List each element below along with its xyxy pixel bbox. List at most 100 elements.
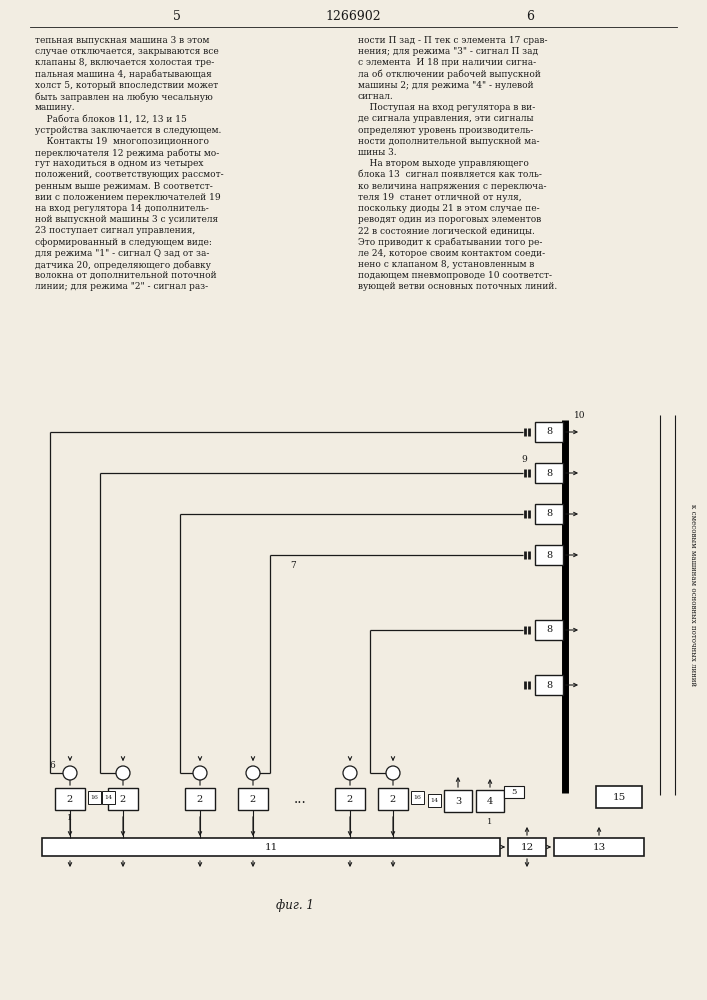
Text: 4: 4 [487,796,493,806]
Text: ко величина напряжения с переключа-: ко величина напряжения с переключа- [358,182,547,191]
Text: 2: 2 [347,794,353,804]
Text: сигнал.: сигнал. [358,92,394,101]
Text: поскольку диоды 21 в этом случае пе-: поскольку диоды 21 в этом случае пе- [358,204,539,213]
Text: ности дополнительной выпускной ма-: ности дополнительной выпускной ма- [358,137,539,146]
Bar [554,838,644,856]
Bar [238,788,268,810]
Bar [88,791,101,804]
Text: блока 13  сигнал появляется как толь-: блока 13 сигнал появляется как толь- [358,170,542,179]
Circle shape [343,766,357,780]
Bar [55,788,85,810]
Text: 6: 6 [526,10,534,23]
Text: 2: 2 [120,794,126,804]
Text: ренным выше режимам. В соответст-: ренным выше режимам. В соответст- [35,182,213,191]
Text: линии; для режима "2" - сигнал раз-: линии; для режима "2" - сигнал раз- [35,282,208,291]
Text: Контакты 19  многопозиционного: Контакты 19 многопозиционного [35,137,209,146]
Text: 5: 5 [173,10,181,23]
Text: положений, соответствующих рассмот-: положений, соответствующих рассмот- [35,170,223,179]
Text: 6: 6 [49,760,55,770]
Text: подающем пневмопроводе 10 соответст-: подающем пневмопроводе 10 соответст- [358,271,552,280]
Text: ...: ... [293,792,306,806]
Text: холст 5, который впоследствии может: холст 5, который впоследствии может [35,81,218,90]
Text: быть заправлен на любую чесальную: быть заправлен на любую чесальную [35,92,213,102]
Text: шины 3.: шины 3. [358,148,397,157]
Bar [378,788,408,810]
Bar [42,838,500,856]
Circle shape [63,766,77,780]
Text: 2: 2 [67,794,73,804]
Text: 8: 8 [546,468,552,478]
Text: нения; для режима "3" - сигнал П зад: нения; для режима "3" - сигнал П зад [358,47,538,56]
Text: Это приводит к срабатывании того ре-: Это приводит к срабатывании того ре- [358,238,542,247]
Circle shape [246,766,260,780]
Bar [428,794,441,807]
Bar [535,620,563,640]
Text: 5: 5 [511,788,517,796]
Text: ла об отключении рабочей выпускной: ла об отключении рабочей выпускной [358,70,541,79]
Text: гут находиться в одном из четырех: гут находиться в одном из четырех [35,159,204,168]
Bar [508,838,546,856]
Text: 3: 3 [455,796,461,806]
Text: 8: 8 [546,680,552,690]
Text: 1: 1 [487,818,493,826]
Text: пальная машина 4, нарабатывающая: пальная машина 4, нарабатывающая [35,70,212,79]
Bar [504,786,524,798]
Text: на вход регулятора 14 дополнитель-: на вход регулятора 14 дополнитель- [35,204,209,213]
Text: нено с клапаном 8, установленным в: нено с клапаном 8, установленным в [358,260,534,269]
Circle shape [386,766,400,780]
Text: фиг. 1: фиг. 1 [276,898,314,912]
Text: к смесовым машинам основных поточных линий: к смесовым машинам основных поточных лин… [689,504,697,686]
Bar [108,788,138,810]
Text: 22 в состояние логической единицы.: 22 в состояние логической единицы. [358,226,535,235]
Text: де сигнала управления, эти сигналы: де сигнала управления, эти сигналы [358,114,534,123]
Bar [596,786,642,808]
Bar [535,463,563,483]
Text: датчика 20, определяющего добавку: датчика 20, определяющего добавку [35,260,211,269]
Text: 8: 8 [546,626,552,635]
Text: 1: 1 [67,814,73,822]
Bar [535,545,563,565]
Text: сформированный в следующем виде:: сформированный в следующем виде: [35,238,212,247]
Bar [535,422,563,442]
Text: клапаны 8, включается холостая тре-: клапаны 8, включается холостая тре- [35,58,214,67]
Text: 14: 14 [431,798,438,803]
Bar [102,791,115,804]
Text: вующей ветви основных поточных линий.: вующей ветви основных поточных линий. [358,282,557,291]
Text: ной выпускной машины 3 с усилителя: ной выпускной машины 3 с усилителя [35,215,218,224]
Text: с элемента  И 18 при наличии сигна-: с элемента И 18 при наличии сигна- [358,58,536,67]
Text: На втором выходе управляющего: На втором выходе управляющего [358,159,529,168]
Text: ности П зад - П тек с элемента 17 срав-: ности П зад - П тек с элемента 17 срав- [358,36,547,45]
Text: волокна от дополнительной поточной: волокна от дополнительной поточной [35,271,216,280]
Text: машину.: машину. [35,103,76,112]
Text: переключателя 12 режима работы мо-: переключателя 12 режима работы мо- [35,148,219,157]
Text: вии с положением переключателей 19: вии с положением переключателей 19 [35,193,221,202]
Text: реводят один из пороговых элементов: реводят один из пороговых элементов [358,215,542,224]
Text: 2: 2 [197,794,203,804]
Bar [444,790,472,812]
Text: устройства заключается в следующем.: устройства заключается в следующем. [35,126,221,135]
Bar [535,504,563,524]
Text: 14: 14 [105,795,112,800]
Bar [185,788,215,810]
Text: тепьная выпускная машина 3 в этом: тепьная выпускная машина 3 в этом [35,36,209,45]
Text: определяют уровень производитель-: определяют уровень производитель- [358,126,533,135]
Text: 7: 7 [290,560,296,570]
Bar [411,791,424,804]
Text: 8: 8 [546,550,552,560]
Text: 2: 2 [250,794,256,804]
Text: 11: 11 [264,842,278,852]
Text: 1266902: 1266902 [325,10,381,23]
Text: 16: 16 [414,795,421,800]
Text: случае отключается, закрываются все: случае отключается, закрываются все [35,47,218,56]
Text: 2: 2 [390,794,396,804]
Text: 10: 10 [574,412,586,420]
Text: Поступая на вход регулятора в ви-: Поступая на вход регулятора в ви- [358,103,535,112]
Text: машины 2; для режима "4" - нулевой: машины 2; для режима "4" - нулевой [358,81,534,90]
Text: ле 24, которое своим контактом соеди-: ле 24, которое своим контактом соеди- [358,249,545,258]
Text: 16: 16 [90,795,98,800]
Text: 9: 9 [521,456,527,464]
Text: 8: 8 [546,428,552,436]
Text: для режима "1" - сигнал Q зад от за-: для режима "1" - сигнал Q зад от за- [35,249,209,258]
Bar [535,675,563,695]
Text: 23 поступает сигнал управления,: 23 поступает сигнал управления, [35,226,195,235]
